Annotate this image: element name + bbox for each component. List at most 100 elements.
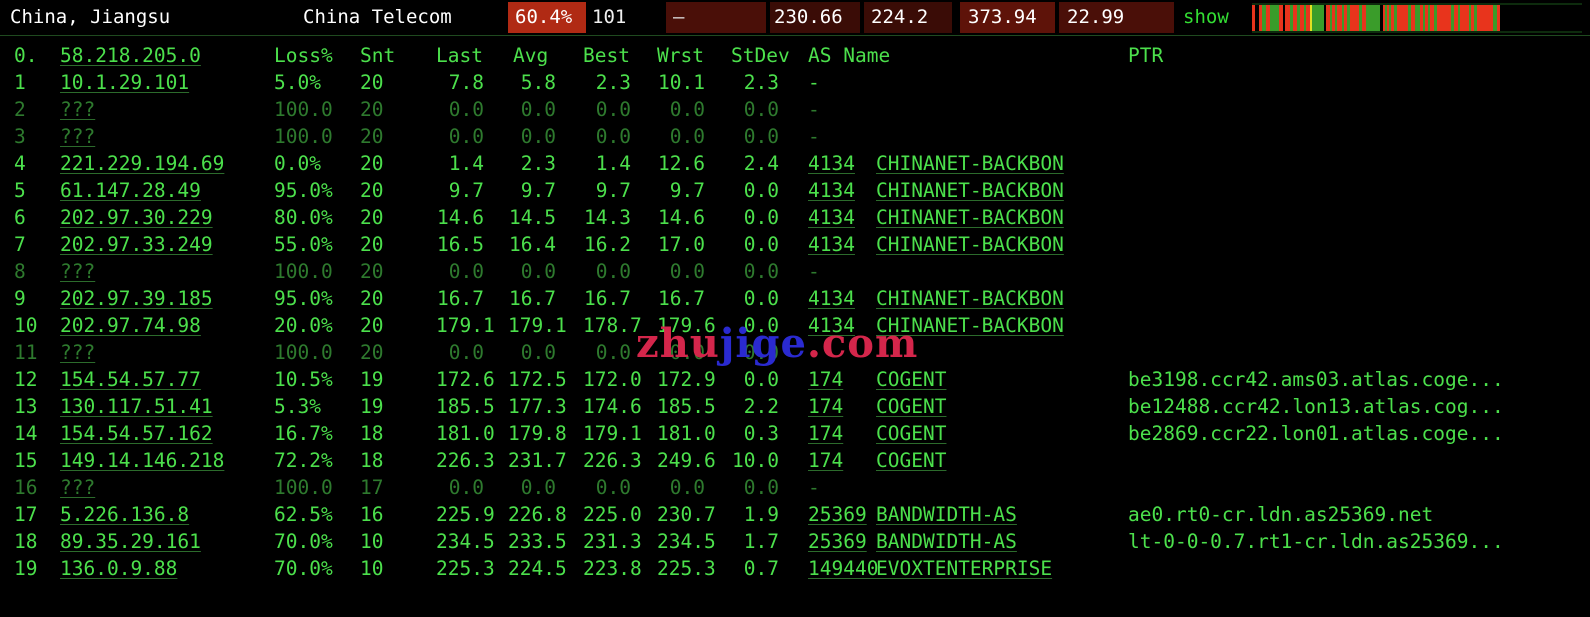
- cell-asname[interactable]: COGENT: [876, 449, 947, 472]
- cell-asn: 4134: [808, 152, 855, 175]
- cell-avg: 9.7: [520, 179, 556, 202]
- table-row: 19 136.0.9.88 70.0% 10 225.3 224.5 223.8 225.3 0…: [0, 555, 1590, 582]
- cell-host[interactable]: 130.117.51.41: [60, 395, 213, 418]
- cell-stdev: 2.3: [743, 71, 779, 94]
- probe-isp-label: China Telecom: [303, 6, 452, 28]
- cell-idx: 19: [14, 557, 38, 580]
- sparkline-segment: [1266, 5, 1270, 31]
- cell-host[interactable]: 202.97.30.229: [60, 206, 213, 229]
- cell-asname[interactable]: CHINANET-BACKBON: [876, 179, 1064, 202]
- cell-snt: 20: [360, 233, 384, 256]
- cell-host[interactable]: 10.1.29.101: [60, 71, 190, 94]
- cell-ptr: be2869.ccr22.lon01.atlas.coge...: [1128, 422, 1504, 445]
- sparkline-segment: [1306, 5, 1310, 31]
- cell-host: ???: [60, 341, 96, 364]
- sparkline-segment: [1460, 5, 1469, 31]
- cell-asname[interactable]: CHINANET-BACKBON: [876, 206, 1064, 229]
- sparkline-segment: [1458, 5, 1460, 31]
- table-row: 11??? 100.0 20 0.0 0.0 0.0 0.0 0.0 -: [0, 339, 1590, 366]
- cell-loss: 95.0%: [274, 287, 333, 310]
- cell-snt: 20: [360, 260, 384, 283]
- cell-host[interactable]: 202.97.74.98: [60, 314, 201, 337]
- cell-best: 14.3: [584, 206, 631, 229]
- sparkline-segment: [1454, 5, 1458, 31]
- cell-last: 0.0: [448, 125, 484, 148]
- cell-wrst: 0.0: [669, 341, 705, 364]
- sparkline-segment: [1497, 5, 1500, 31]
- cell-asname[interactable]: COGENT: [876, 395, 947, 418]
- cell-asname[interactable]: COGENT: [876, 368, 947, 391]
- cell-wrst: 230.7: [657, 503, 716, 526]
- cell-host[interactable]: 154.54.57.77: [60, 368, 201, 391]
- cell-snt: 20: [360, 287, 384, 310]
- cell-asname[interactable]: CHINANET-BACKBON: [876, 314, 1064, 337]
- cell-asname[interactable]: CHINANET-BACKBON: [876, 152, 1064, 175]
- table-header-row: 0. 58.218.205.0 Loss% Snt Last Avg Best …: [0, 42, 1590, 69]
- target-host[interactable]: 58.218.205.0: [60, 44, 201, 67]
- cell-wrst: 16.7: [658, 287, 705, 310]
- cell-avg: 0.0: [520, 98, 556, 121]
- cell-idx: 1: [14, 71, 26, 94]
- cell-host: ???: [60, 125, 96, 148]
- cell-host[interactable]: 202.97.39.185: [60, 287, 213, 310]
- cell-asname[interactable]: BANDWIDTH-AS: [876, 503, 1017, 526]
- cell-host[interactable]: 149.14.146.218: [60, 449, 225, 472]
- cell-host[interactable]: 221.229.194.69: [60, 152, 225, 175]
- cell-loss: 16.7%: [274, 422, 333, 445]
- cell-host[interactable]: 202.97.33.249: [60, 233, 213, 256]
- sparkline-segment: [1394, 5, 1397, 31]
- cell-avg: 0.0: [520, 341, 556, 364]
- cell-host[interactable]: 154.54.57.162: [60, 422, 213, 445]
- table-row: 4 221.229.194.69 0.0% 20 1.4 2.3 1.4 12.6 2.4 413…: [0, 150, 1590, 177]
- cell-wrst: 181.0: [657, 422, 716, 445]
- table-row: 13 130.117.51.41 5.3% 19 185.5 177.3 174.6 185.…: [0, 393, 1590, 420]
- sparkline-segment: [1312, 5, 1324, 31]
- cell-wrst: 0.0: [669, 125, 705, 148]
- cell-host[interactable]: 89.35.29.161: [60, 530, 201, 553]
- cell-loss: 20.0%: [274, 314, 333, 337]
- summary-worst-rtt: 373.94: [960, 2, 1055, 33]
- summary-last-rtt: 230.66: [770, 2, 860, 33]
- cell-asn: -: [808, 341, 820, 364]
- cell-asname[interactable]: EVOXTENTERPRISE: [876, 557, 1053, 580]
- show-details-link[interactable]: show: [1183, 6, 1229, 28]
- cell-best: 9.7: [595, 179, 631, 202]
- cell-asn: 174: [808, 368, 844, 391]
- cell-last: 14.6: [437, 206, 484, 229]
- cell-stdev: 1.9: [743, 503, 779, 526]
- cell-snt: 19: [360, 395, 384, 418]
- cell-snt: 20: [360, 125, 384, 148]
- cell-idx: 6: [14, 206, 26, 229]
- cell-asn: 4134: [808, 287, 855, 310]
- cell-asname[interactable]: COGENT: [876, 422, 947, 445]
- cell-asname[interactable]: CHINANET-BACKBON: [876, 233, 1064, 256]
- cell-avg: 224.5: [508, 557, 567, 580]
- sparkline-segment: [1423, 5, 1425, 31]
- cell-last: 185.5: [436, 395, 495, 418]
- cell-host[interactable]: 61.147.28.49: [60, 179, 201, 202]
- cell-loss: 100.0: [274, 125, 333, 148]
- cell-asn: -: [808, 98, 820, 121]
- cell-stdev: 0.0: [743, 314, 779, 337]
- sparkline-segment: [1342, 5, 1344, 31]
- cell-snt: 20: [360, 314, 384, 337]
- cell-stdev: 1.7: [743, 530, 779, 553]
- cell-asname[interactable]: BANDWIDTH-AS: [876, 530, 1017, 553]
- sparkline-segment: [1366, 5, 1380, 31]
- sparkline-segment: [1279, 5, 1283, 31]
- cell-avg: 177.3: [508, 395, 567, 418]
- cell-idx: 18: [14, 530, 38, 553]
- cell-host[interactable]: 5.226.136.8: [60, 503, 190, 526]
- table-row: 5 61.147.28.49 95.0% 20 9.7 9.7 9.7 9.7 0.0 4134 C…: [0, 177, 1590, 204]
- cell-stdev: 2.4: [743, 152, 779, 175]
- sparkline-segment: [1255, 5, 1259, 31]
- cell-host[interactable]: 136.0.9.88: [60, 557, 178, 580]
- cell-asn: 4134: [808, 233, 855, 256]
- cell-asname[interactable]: CHINANET-BACKBON: [876, 287, 1064, 310]
- cell-snt: 20: [360, 71, 384, 94]
- cell-stdev: 0.0: [743, 98, 779, 121]
- cell-avg: 16.7: [509, 287, 556, 310]
- cell-avg: 0.0: [520, 125, 556, 148]
- cell-ptr: ae0.rt0-cr.ldn.as25369.net: [1128, 503, 1434, 526]
- sparkline-segment: [1493, 5, 1497, 31]
